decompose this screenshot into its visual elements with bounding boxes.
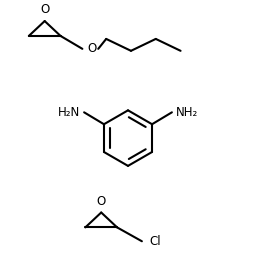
- Text: O: O: [97, 195, 106, 207]
- Text: Cl: Cl: [150, 235, 161, 248]
- Text: NH₂: NH₂: [176, 106, 198, 119]
- Text: O: O: [40, 3, 49, 16]
- Text: O: O: [88, 42, 97, 55]
- Text: H₂N: H₂N: [58, 106, 80, 119]
